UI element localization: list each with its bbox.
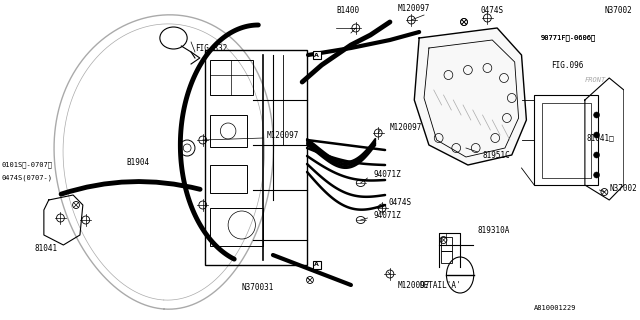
Text: 819310A: 819310A — [477, 226, 510, 235]
Text: DETAIL'A': DETAIL'A' — [419, 281, 461, 290]
Circle shape — [594, 112, 600, 118]
Text: B1400: B1400 — [336, 5, 360, 14]
Bar — [205, 50, 307, 265]
Text: N37002: N37002 — [609, 183, 637, 193]
Text: 90771F（-0606）: 90771F（-0606） — [541, 35, 596, 41]
Circle shape — [594, 152, 600, 158]
Text: B1904: B1904 — [127, 157, 150, 166]
Bar — [542, 103, 591, 178]
Text: M120097: M120097 — [390, 123, 422, 132]
Bar — [209, 165, 246, 193]
Text: FIG.832: FIG.832 — [195, 44, 227, 52]
Text: 90771F「-0606」: 90771F「-0606」 — [541, 35, 596, 41]
Text: 81041: 81041 — [34, 244, 57, 252]
Text: 94071Z: 94071Z — [373, 170, 401, 179]
Text: FRONT: FRONT — [585, 77, 606, 83]
Bar — [440, 237, 452, 251]
Text: A810001229: A810001229 — [534, 305, 577, 311]
Polygon shape — [414, 28, 526, 165]
Text: 0101S「-0707」: 0101S「-0707」 — [2, 162, 53, 168]
Text: M120097: M120097 — [267, 131, 300, 140]
Bar — [209, 208, 263, 246]
Text: 81041□: 81041□ — [587, 133, 614, 142]
Text: 0474S(0707-): 0474S(0707-) — [2, 175, 53, 181]
Text: 0474S: 0474S — [481, 5, 504, 14]
Text: A: A — [314, 262, 319, 268]
Bar — [534, 95, 598, 185]
Text: 81951C: 81951C — [483, 150, 510, 159]
Bar — [313, 261, 321, 269]
Bar — [209, 60, 253, 95]
Bar — [440, 251, 452, 263]
Text: 0474S: 0474S — [389, 197, 412, 206]
Bar — [313, 51, 321, 59]
Text: 94071Z: 94071Z — [373, 211, 401, 220]
Text: FIG.096: FIG.096 — [551, 60, 583, 69]
Text: N37002: N37002 — [604, 5, 632, 14]
Circle shape — [594, 132, 600, 138]
Circle shape — [594, 172, 600, 178]
Bar — [209, 115, 246, 147]
Text: A: A — [314, 52, 319, 58]
Text: M120097: M120097 — [397, 281, 430, 290]
Text: M120097: M120097 — [397, 4, 430, 12]
Text: N370031: N370031 — [242, 284, 274, 292]
